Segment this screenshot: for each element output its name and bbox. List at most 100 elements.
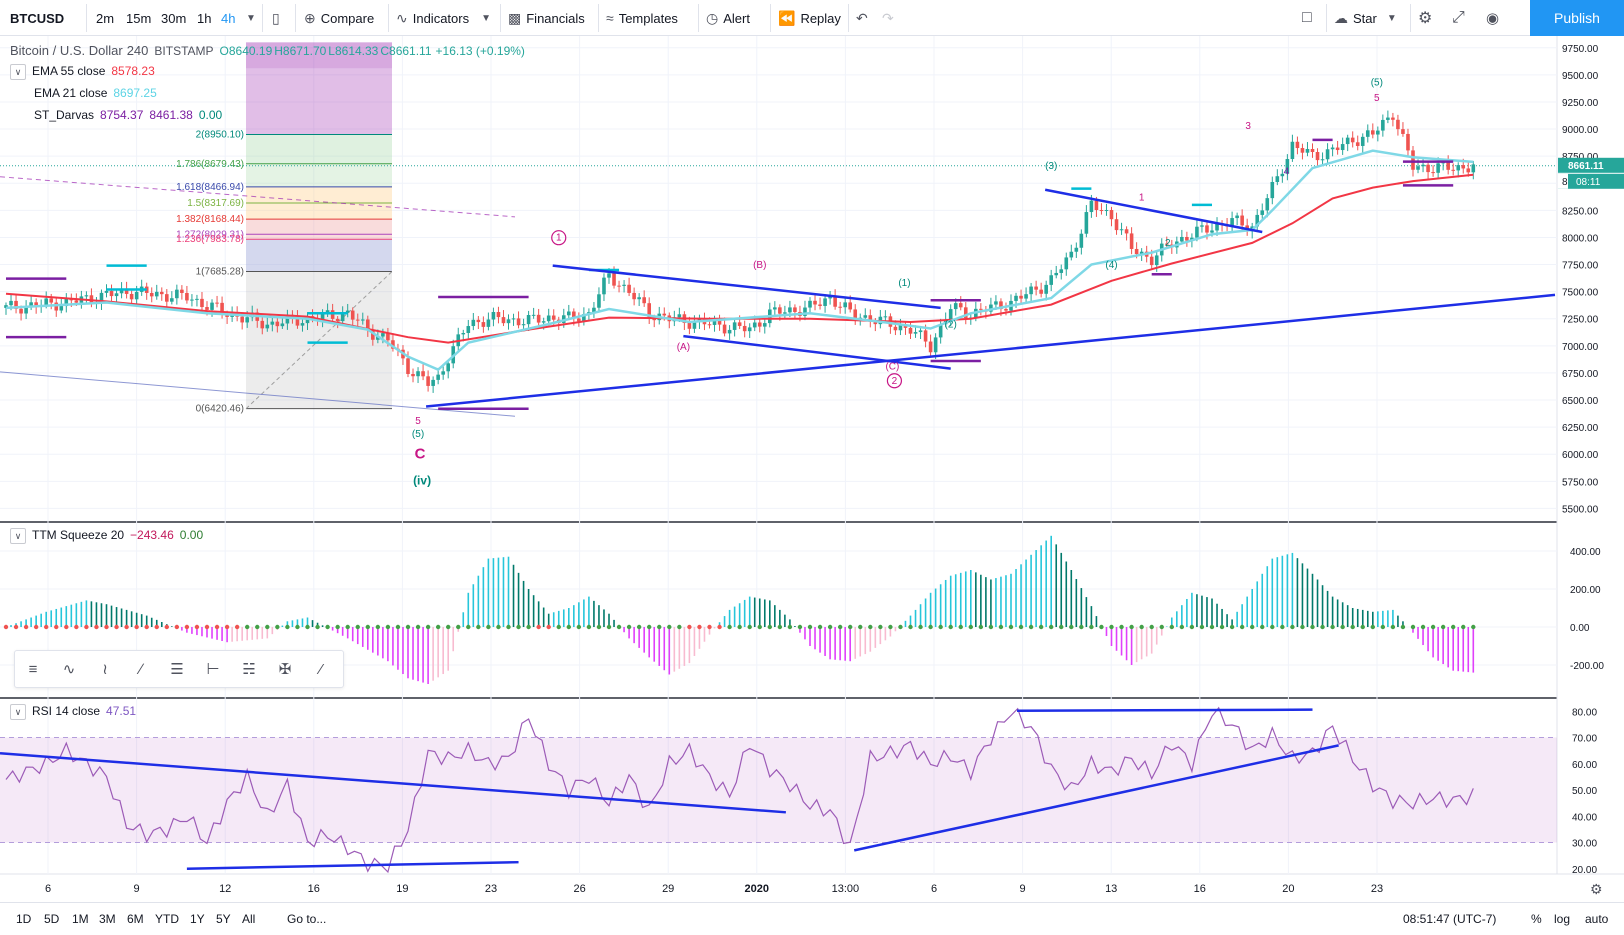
range-ytd[interactable]: YTD <box>155 912 179 926</box>
candle-body <box>958 303 963 308</box>
candles-icon[interactable]: ▯ <box>272 9 280 26</box>
candle-body <box>592 307 596 313</box>
log-toggle[interactable]: log <box>1554 912 1571 926</box>
ttm-squeeze-dot <box>1149 624 1154 630</box>
candle-body <box>602 277 606 295</box>
ttm-squeeze-dot <box>667 624 672 630</box>
ttm-legend[interactable]: ∨ TTM Squeeze 20 −243.46 0.00 <box>10 528 209 544</box>
candle-body <box>486 319 491 327</box>
elliott-wave-icon[interactable]: ≀ <box>102 661 108 678</box>
candle-body <box>752 322 757 328</box>
financials-button[interactable]: ▩ Financials <box>508 9 585 26</box>
templates-button[interactable]: ≈ Templates <box>606 10 678 26</box>
symbol-search[interactable]: BTCUSD <box>10 10 65 26</box>
candle-body <box>1436 163 1440 173</box>
rsi-trend-line <box>853 744 1339 852</box>
candle-body <box>913 332 918 334</box>
settings-button[interactable]: ⚙ <box>1418 0 1437 36</box>
range-3m[interactable]: 3M <box>99 912 116 926</box>
candle-body <box>868 315 873 322</box>
candle-body <box>757 322 762 327</box>
horizontal-ray-icon[interactable]: ⊢ <box>206 661 220 678</box>
fib-level-label: 1.272(8029.31) <box>176 229 244 240</box>
interval-2m[interactable]: 2m <box>96 10 115 26</box>
ttm-squeeze-dot <box>647 624 652 630</box>
clock-display[interactable]: 08:51:47 (UTC-7) <box>1403 912 1497 926</box>
interval-30m[interactable]: 30m <box>161 10 187 26</box>
percent-toggle[interactable]: % <box>1531 912 1542 926</box>
candle-body <box>325 310 330 313</box>
candle-body <box>511 318 516 320</box>
candle-body <box>1019 295 1023 299</box>
range-all[interactable]: All <box>242 912 256 926</box>
darvas-legend[interactable]: ST_Darvas 8754.37 8461.38 0.00 <box>34 108 228 122</box>
fib-diagonal <box>245 271 393 410</box>
trend-line-icon[interactable]: ∕ <box>139 660 143 678</box>
save-layout-button[interactable]: ☁ Star ▼ <box>1334 9 1397 26</box>
candle-body <box>1200 225 1204 227</box>
range-1d[interactable]: 1D <box>16 912 32 926</box>
candle-body <box>1235 215 1239 219</box>
candle-body <box>134 291 139 300</box>
fib-retracement-icon[interactable]: ☰ <box>170 661 184 678</box>
line-tool-icon[interactable]: ⁄ <box>319 660 323 678</box>
ttm-squeeze-dot <box>908 624 913 630</box>
range-6m[interactable]: 6M <box>127 912 144 926</box>
candle-body <box>617 285 621 287</box>
ttm-squeeze-dot <box>1300 624 1305 630</box>
candle-body <box>1330 147 1335 150</box>
snapshot-button[interactable]: ◉ <box>1486 0 1504 36</box>
interval-1h[interactable]: 1h <box>197 10 212 26</box>
replay-button[interactable]: ⏪ Replay <box>778 9 841 26</box>
time-tick-label: 12 <box>219 883 231 895</box>
ttm-squeeze-dot <box>1109 624 1114 630</box>
undo-button[interactable]: ↶ <box>856 0 873 36</box>
fullscreen-button[interactable]: ⤢ <box>1452 0 1470 36</box>
alert-button[interactable]: ◷ Alert <box>706 9 750 26</box>
ema55-legend[interactable]: ∨ EMA 55 close 8578.23 <box>10 64 161 80</box>
auto-toggle[interactable]: auto <box>1585 912 1609 926</box>
candle-body <box>476 319 481 323</box>
ttm-squeeze-dot <box>74 624 79 630</box>
range-5y[interactable]: 5Y <box>216 912 231 926</box>
range-1m[interactable]: 1M <box>72 912 89 926</box>
publish-button[interactable]: Publish <box>1530 0 1624 36</box>
compare-button[interactable]: ⊕ Compare <box>304 9 375 26</box>
candle-body <box>1195 226 1199 238</box>
bars-pattern-icon[interactable]: ☵ <box>242 661 256 678</box>
candle-body <box>622 284 626 286</box>
rsi-legend[interactable]: ∨ RSI 14 close 47.51 <box>10 704 142 720</box>
collapse-legend-icon[interactable]: ∨ <box>10 528 26 544</box>
interval-15m[interactable]: 15m <box>126 10 152 26</box>
chart-canvas[interactable]: 9750.009500.009250.009000.008750.008500.… <box>0 36 1624 902</box>
candle-body <box>1054 272 1059 276</box>
horizontal-lines-icon[interactable]: ≡ <box>28 660 38 678</box>
range-5d[interactable]: 5D <box>44 912 60 926</box>
price-tick-label: 9250.00 <box>1562 98 1599 109</box>
ttm-squeeze-dot <box>536 624 541 630</box>
collapse-legend-icon[interactable]: ∨ <box>10 64 26 80</box>
chevron-down-icon[interactable]: ▼ <box>246 12 256 24</box>
ttm-squeeze-dot <box>94 624 99 630</box>
range-1y[interactable]: 1Y <box>190 912 205 926</box>
redo-icon: ↷ <box>882 9 894 26</box>
collapse-legend-icon[interactable]: ∨ <box>10 704 26 720</box>
candle-body <box>597 294 601 308</box>
abc-pattern-icon[interactable]: ∿ <box>62 661 76 678</box>
redo-button[interactable]: ↷ <box>882 0 899 36</box>
goto-button[interactable]: Go to... <box>287 912 327 926</box>
ttm-squeeze-dot <box>767 624 772 630</box>
candle-body <box>1320 159 1325 161</box>
ema21-legend[interactable]: EMA 21 close 8697.25 <box>34 86 163 100</box>
candle-body <box>1164 243 1169 245</box>
interval-4h[interactable]: 4h <box>221 10 236 26</box>
candle-body <box>536 314 541 323</box>
candle-body <box>662 313 667 316</box>
candle-body <box>612 273 616 286</box>
fullscreen-square-button[interactable]: □ <box>1302 0 1317 36</box>
ttm-squeeze-dot <box>435 624 441 630</box>
candle-body <box>205 307 209 310</box>
indicators-button[interactable]: ∿ Indicators ▼ <box>396 9 492 26</box>
xabcd-pattern-icon[interactable]: ✠ <box>278 661 292 678</box>
ttm-squeeze-dot <box>124 624 129 630</box>
